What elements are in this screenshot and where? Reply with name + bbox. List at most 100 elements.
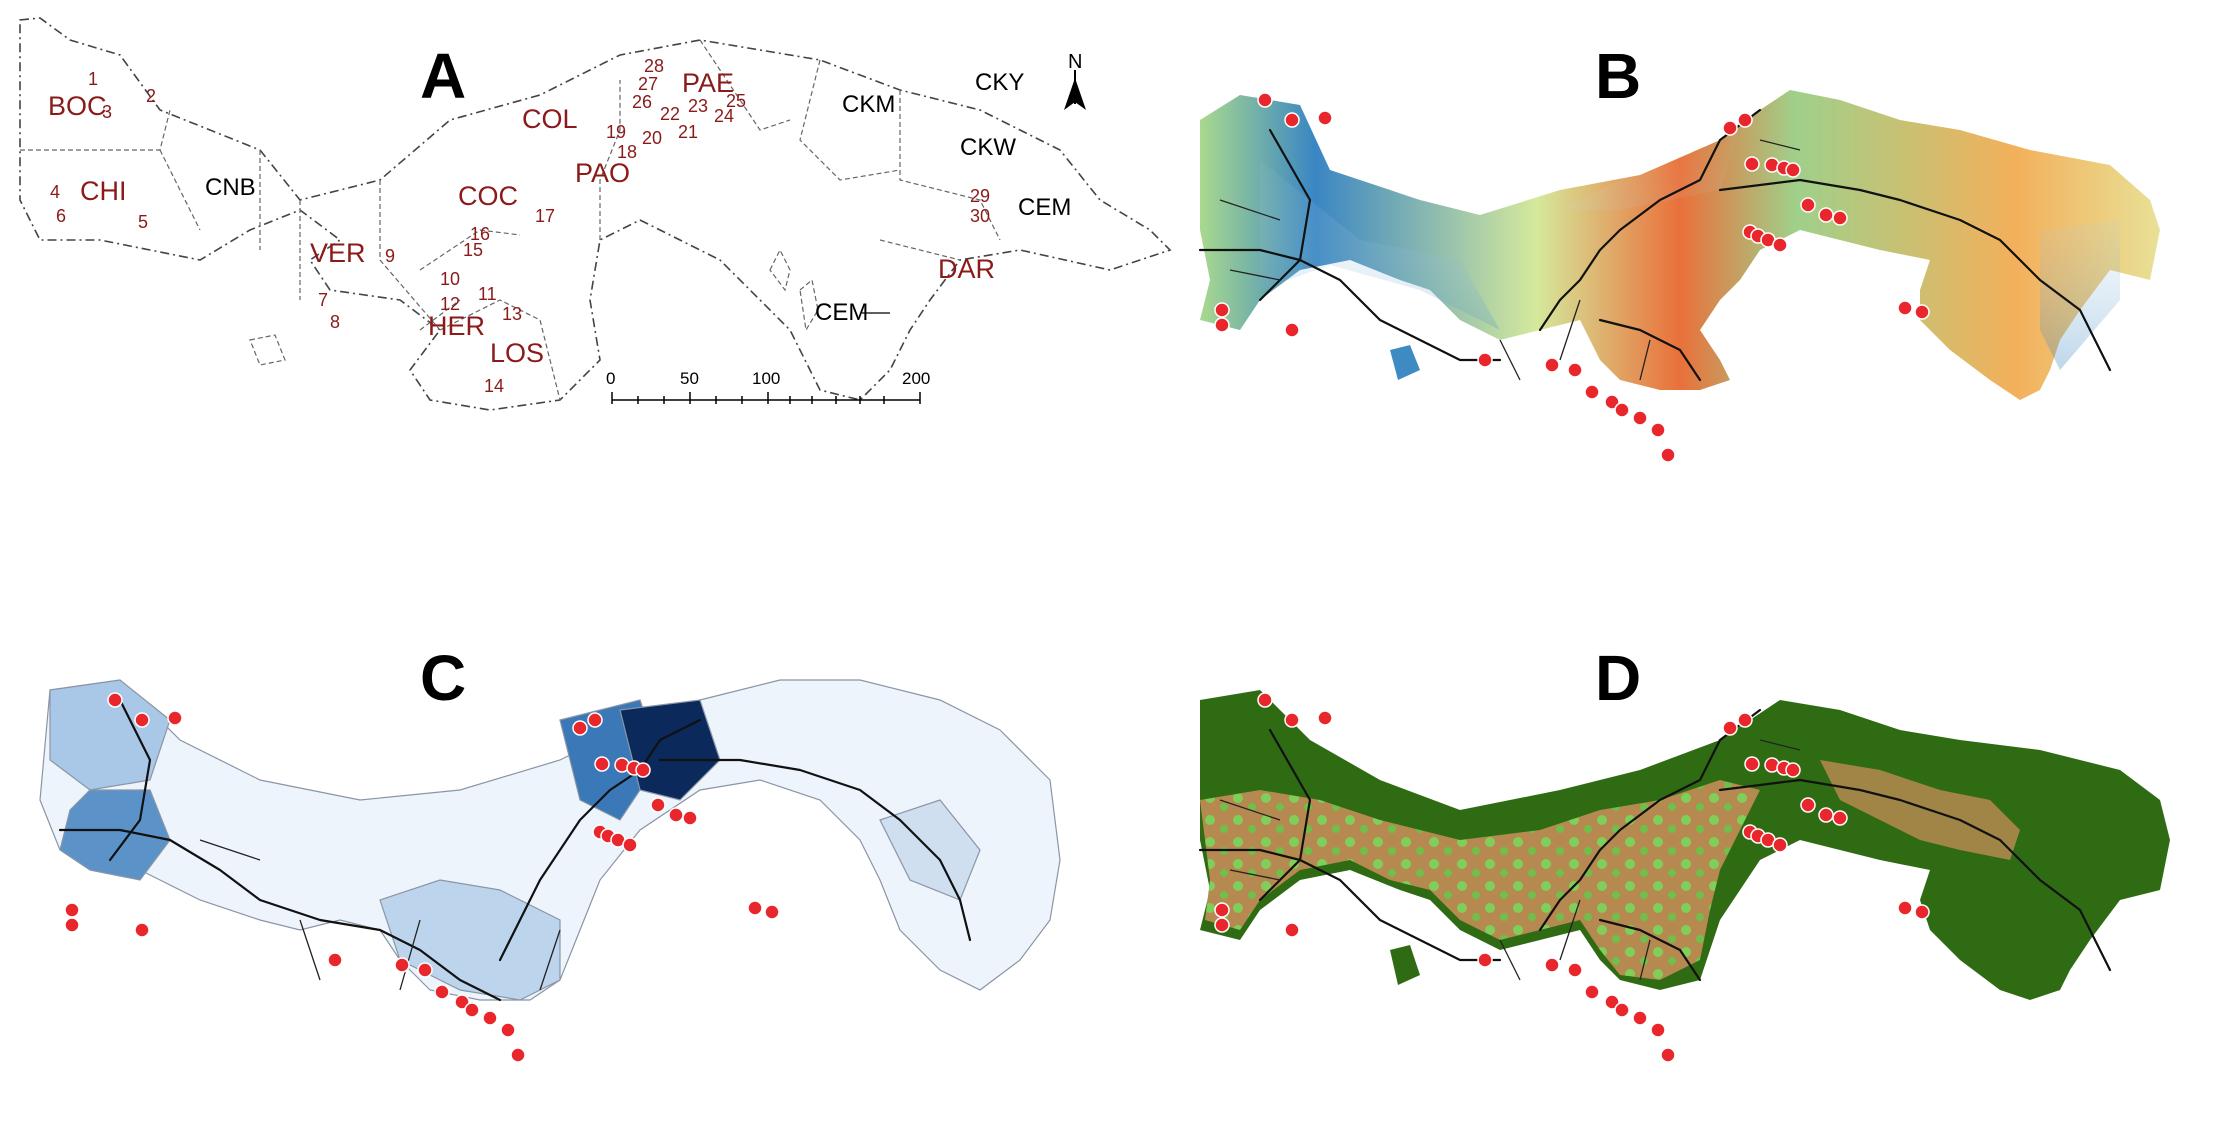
site-marker <box>1650 1022 1666 1038</box>
site-number: 25 <box>726 91 746 111</box>
site-marker <box>1632 1010 1648 1026</box>
site-marker <box>1772 837 1788 853</box>
site-marker <box>1567 962 1583 978</box>
site-marker <box>1722 720 1738 736</box>
site-marker <box>1818 807 1834 823</box>
site-number: 10 <box>440 269 460 289</box>
site-number: 17 <box>535 206 555 226</box>
site-marker <box>1284 322 1300 338</box>
site-marker <box>134 712 150 728</box>
site-number: 14 <box>484 376 504 396</box>
comarca-label-cem-east: CEM <box>1018 194 1071 221</box>
site-marker <box>1584 384 1600 400</box>
site-marker <box>594 756 610 772</box>
site-number: 6 <box>56 206 66 226</box>
site-marker <box>1914 304 1930 320</box>
site-markers-c <box>64 692 780 1063</box>
comarca-label-ckw: CKW <box>960 134 1016 161</box>
panel-letter-a: A <box>420 40 466 112</box>
site-marker <box>587 712 603 728</box>
site-marker <box>1214 917 1230 933</box>
site-marker <box>500 1022 516 1038</box>
site-marker <box>1660 447 1676 463</box>
province-label-los: LOS <box>490 338 544 368</box>
site-marker <box>1800 797 1816 813</box>
north-arrow: N <box>1064 51 1086 110</box>
site-marker <box>572 720 588 736</box>
site-number: 23 <box>688 96 708 116</box>
site-marker <box>454 994 470 1010</box>
site-number: 19 <box>606 122 626 142</box>
site-number: 13 <box>502 304 522 324</box>
site-marker <box>417 962 433 978</box>
site-marker <box>1660 1047 1676 1063</box>
site-marker <box>1317 710 1333 726</box>
site-marker <box>1832 810 1848 826</box>
site-marker <box>1544 957 1560 973</box>
site-marker <box>1800 197 1816 213</box>
scale-tick-label: 100 <box>752 369 780 388</box>
province-label-ver: VER <box>310 238 366 268</box>
comarca-label-cem-south: CEM <box>815 299 868 326</box>
elevation-shading <box>1260 130 2120 370</box>
province-label-col: COL <box>522 104 578 134</box>
site-marker <box>1737 712 1753 728</box>
panel-letter-d: D <box>1595 642 1641 714</box>
site-marker <box>464 1002 480 1018</box>
site-number: 1 <box>88 69 98 89</box>
site-number: 12 <box>440 294 460 314</box>
site-number: 15 <box>463 240 483 260</box>
comarca-label-cnb: CNB <box>205 174 256 201</box>
site-marker <box>1317 110 1333 126</box>
site-number: 18 <box>617 142 637 162</box>
island-coiba <box>1390 345 1420 380</box>
island-outlines <box>249 248 819 366</box>
panel-letter-b: B <box>1595 40 1641 112</box>
site-number: 16 <box>470 224 490 244</box>
site-marker <box>134 922 150 938</box>
site-marker <box>1584 984 1600 1000</box>
site-number: 3 <box>102 102 112 122</box>
site-marker <box>510 1047 526 1063</box>
province-label-coc: COC <box>458 181 518 211</box>
site-marker <box>1818 207 1834 223</box>
scale-bar: 0 50 100 200 <box>606 369 930 404</box>
site-number: 21 <box>678 122 698 142</box>
site-marker <box>1284 922 1300 938</box>
site-number: 28 <box>644 56 664 76</box>
site-marker <box>650 797 666 813</box>
site-marker <box>1650 422 1666 438</box>
river-network-c <box>58 698 972 1002</box>
province-label-pao: PAO <box>575 158 630 188</box>
landcover-island <box>1390 945 1420 985</box>
panel-d: D <box>1198 642 2170 1000</box>
choropleth-medium-west-coast <box>59 789 171 881</box>
site-number: 11 <box>478 284 497 304</box>
site-markers-b <box>1214 92 1930 463</box>
site-number-group: 1 2 3 4 5 6 7 8 9 10 11 12 13 14 15 16 1… <box>50 56 990 396</box>
site-marker <box>1604 394 1620 410</box>
site-marker <box>747 900 763 916</box>
site-number: 4 <box>50 182 60 202</box>
site-number: 27 <box>638 74 658 94</box>
site-marker <box>1897 900 1913 916</box>
site-marker <box>394 957 410 973</box>
site-marker <box>1614 1002 1630 1018</box>
site-number: 26 <box>632 92 652 112</box>
elevation-landmass <box>1200 90 2160 400</box>
site-marker <box>434 984 450 1000</box>
site-marker <box>1257 92 1273 108</box>
site-number: 5 <box>138 212 148 232</box>
province-label-dar: DAR <box>938 254 995 284</box>
site-marker <box>622 837 638 853</box>
comarca-label-ckm: CKM <box>842 91 895 118</box>
site-marker <box>1832 210 1848 226</box>
site-marker <box>1477 352 1493 368</box>
scale-tick-label: 50 <box>680 369 699 388</box>
panel-a: A BOC CHI VER HER LOS COC COL PAO PAE DA… <box>19 17 1172 411</box>
panel-c: C <box>39 642 1061 1002</box>
landcover-agri-east <box>1820 760 2020 860</box>
site-marker <box>1567 362 1583 378</box>
site-marker <box>635 762 651 778</box>
